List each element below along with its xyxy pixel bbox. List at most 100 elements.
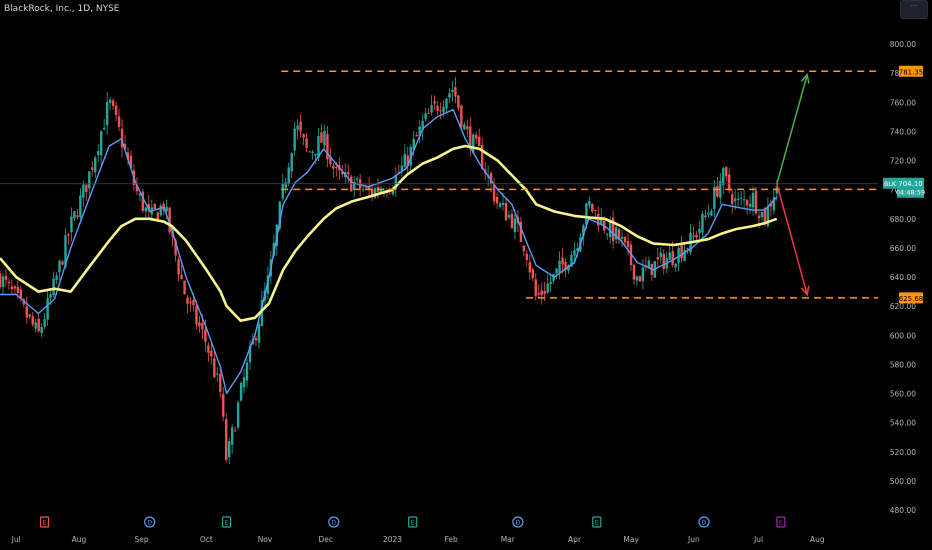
- y-tick-label: 640.00: [890, 273, 916, 282]
- x-tick-label: Jul: [753, 535, 763, 544]
- candle-body: [31, 316, 34, 325]
- candle-body: [79, 195, 82, 218]
- candle-body: [677, 247, 680, 263]
- candle-body: [739, 197, 743, 199]
- candle-body: [519, 221, 523, 243]
- earnings-icon: [776, 516, 786, 528]
- candle-body: [594, 210, 597, 212]
- candle-body: [713, 186, 716, 209]
- sma-line: [0, 144, 778, 322]
- candle-body: [698, 228, 701, 234]
- candle-body: [728, 174, 731, 191]
- candle-body: [22, 299, 26, 305]
- y-tick-label: 800.00: [890, 40, 916, 49]
- candle-body: [680, 244, 683, 259]
- candle-body: [49, 294, 52, 298]
- candle-body: [329, 156, 332, 164]
- indicator-lines-layer: [0, 108, 878, 395]
- x-tick-label: Aug: [72, 535, 87, 544]
- candle-body: [102, 128, 106, 130]
- candle-body: [227, 441, 231, 458]
- candle-body: [94, 157, 97, 173]
- dividend-icon: [328, 516, 340, 528]
- candle-body: [85, 184, 88, 193]
- candle-body: [671, 251, 674, 266]
- candle-body: [123, 143, 127, 150]
- candle-body: [230, 427, 234, 445]
- event-icon-label: D: [702, 520, 707, 527]
- candle-body: [760, 211, 764, 218]
- candle-body: [233, 430, 237, 432]
- candle-body: [582, 225, 585, 236]
- candle-body: [168, 207, 171, 233]
- candle-body: [394, 174, 398, 189]
- candle-body: [585, 203, 588, 225]
- candle-body: [254, 338, 258, 341]
- candle-body: [7, 282, 11, 284]
- candle-body: [611, 217, 615, 242]
- candle-body: [126, 152, 130, 160]
- candle-body: [415, 135, 418, 137]
- y-tick-label: 520.00: [890, 448, 916, 457]
- y-tick-label: 720.00: [890, 157, 916, 166]
- candle-body: [406, 155, 409, 167]
- candle-body: [70, 216, 73, 233]
- candle-body: [335, 167, 338, 169]
- candle-body: [674, 263, 677, 268]
- candle-body: [236, 402, 240, 428]
- candle-body: [25, 306, 28, 318]
- candle-body: [745, 200, 749, 206]
- x-tick-label: Apr: [568, 535, 582, 544]
- candle-body: [647, 260, 651, 269]
- candle-body: [641, 267, 645, 282]
- candle-body: [436, 105, 439, 111]
- candle-body: [138, 193, 142, 196]
- level-tag: [899, 292, 923, 304]
- candle-body: [16, 286, 20, 294]
- candle-body: [391, 189, 395, 195]
- candle-body: [701, 213, 704, 233]
- y-tick-label: 480.00: [890, 506, 916, 515]
- candle-body: [245, 362, 249, 381]
- candle-body: [692, 235, 695, 238]
- candle-body: [73, 211, 76, 219]
- candle-body: [64, 235, 67, 268]
- candle-body: [439, 110, 442, 112]
- candle-body: [61, 261, 64, 265]
- price-axis[interactable]: 480.00 500.00 520.00 540.00 560.00 580.00 600.…: [883, 40, 925, 515]
- candle-body: [108, 99, 112, 103]
- level-tag-label: 625.68: [899, 295, 924, 303]
- y-tick-label: 500.00: [890, 477, 916, 486]
- earnings-icon: [408, 516, 418, 528]
- settings-button[interactable]: ···: [900, 0, 928, 19]
- candle-body: [769, 203, 773, 207]
- candle-body: [192, 300, 195, 306]
- time-axis[interactable]: Jul Aug Sep Oct Nov Dec 2023 Feb Mar Apr May Jun Jul…: [11, 535, 825, 544]
- candle-body: [722, 168, 725, 186]
- candle-body: [364, 186, 368, 188]
- candle-body: [591, 203, 594, 212]
- event-icon-label: E: [779, 520, 783, 527]
- event-icon-label: D: [331, 520, 336, 527]
- candle-body: [46, 298, 49, 320]
- candle-body: [0, 273, 2, 288]
- y-tick-label: 580.00: [890, 360, 916, 369]
- candle-body: [525, 253, 529, 260]
- candle-body: [614, 227, 618, 240]
- candle-body: [311, 151, 314, 153]
- candle-body: [540, 290, 543, 296]
- x-tick-label: Nov: [258, 535, 273, 544]
- candle-body: [355, 178, 359, 180]
- candle-body: [248, 346, 252, 363]
- y-tick-label: 760.00: [890, 98, 916, 107]
- candle-body: [617, 229, 621, 240]
- candle-body: [326, 133, 329, 160]
- event-icon-label: E: [43, 520, 47, 527]
- candle-body: [600, 217, 603, 225]
- candle-body: [597, 214, 600, 226]
- candle-body: [707, 212, 710, 215]
- arrowhead-down: [800, 285, 810, 297]
- candle-body: [543, 291, 546, 294]
